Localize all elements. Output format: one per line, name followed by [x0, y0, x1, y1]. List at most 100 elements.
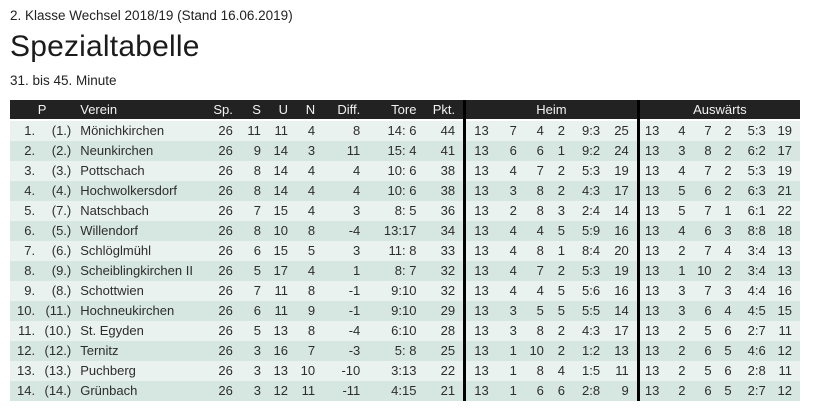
home-losses-cell: 6 — [551, 381, 573, 401]
goal-diff-cell: -10 — [323, 361, 369, 381]
home-points-cell: 24 — [608, 141, 639, 161]
home-goals-cell: 5:3 — [572, 161, 609, 181]
rank-cell: 2. — [10, 141, 39, 161]
home-points-cell: 20 — [608, 241, 639, 261]
home-points-cell: 19 — [608, 161, 639, 181]
points-cell: 33 — [424, 241, 465, 261]
losses-cell: 5 — [296, 241, 324, 261]
home-points-cell: 17 — [608, 181, 639, 201]
away-wins-cell: 3 — [667, 301, 694, 321]
away-wins-cell: 3 — [667, 281, 694, 301]
losses-cell: 3 — [296, 141, 324, 161]
home-goals-cell: 1:2 — [572, 341, 609, 361]
away-goals-cell: 6:2 — [739, 141, 774, 161]
table-row: 13. (13.) Puchberg 26 3 13 10 -10 3:13 2… — [10, 361, 800, 381]
wins-cell: 8 — [240, 161, 269, 181]
losses-cell: 4 — [296, 261, 324, 281]
team-name: Hochneukirchen — [74, 301, 205, 321]
home-points-cell: 17 — [608, 321, 639, 341]
goal-diff-cell: -4 — [323, 321, 369, 341]
points-cell: 28 — [424, 321, 465, 341]
home-wins-cell: 7 — [496, 120, 525, 141]
away-draws-cell: 7 — [693, 281, 720, 301]
games-cell: 26 — [204, 361, 241, 381]
games-cell: 26 — [204, 381, 241, 401]
table-row: 1. (1.) Mönichkirchen 26 11 11 4 8 14: 6… — [10, 120, 800, 141]
home-goals-cell: 4:3 — [572, 181, 609, 201]
home-draws-cell: 4 — [524, 221, 552, 241]
league-line: 2. Klasse Wechsel 2018/19 (Stand 16.06.2… — [10, 8, 293, 23]
points-cell: 34 — [424, 221, 465, 241]
goals-cell: 5: 8 — [368, 341, 425, 361]
away-goals-cell: 6:3 — [739, 181, 774, 201]
away-draws-cell: 5 — [693, 361, 720, 381]
home-games-cell: 13 — [463, 341, 497, 361]
goal-diff-cell: 4 — [323, 181, 369, 201]
losses-cell: 4 — [296, 201, 324, 221]
away-goals-cell: 4:4 — [739, 281, 774, 301]
home-games-cell: 13 — [463, 261, 497, 281]
previous-rank-cell: (4.) — [38, 181, 75, 201]
previous-rank-cell: (3.) — [38, 161, 75, 181]
away-losses-cell: 2 — [719, 141, 740, 161]
draws-cell: 13 — [268, 321, 297, 341]
table-row: 12. (12.) Ternitz 26 3 16 7 -3 5: 8 25 1… — [10, 341, 800, 361]
home-wins-cell: 3 — [496, 301, 525, 321]
away-losses-cell: 2 — [719, 120, 740, 141]
team-name: Willendorf — [74, 221, 205, 241]
points-cell: 32 — [424, 281, 465, 301]
goals-cell: 6:10 — [368, 321, 425, 341]
previous-rank-cell: (1.) — [38, 120, 75, 141]
goals-cell: 4:15 — [368, 381, 425, 401]
away-games-cell: 13 — [636, 241, 668, 261]
rank-cell: 11. — [10, 321, 39, 341]
away-points-cell: 11 — [773, 321, 800, 341]
team-name: Ternitz — [74, 341, 205, 361]
table-row: 7. (6.) Schlöglmühl 26 6 15 5 3 11: 8 33… — [10, 241, 800, 261]
home-wins-cell: 2 — [496, 201, 525, 221]
home-goals-cell: 5:6 — [572, 281, 609, 301]
goal-diff-cell: 8 — [323, 120, 369, 141]
away-goals-cell: 4:5 — [739, 301, 774, 321]
table-row: 6. (5.) Willendorf 26 8 10 8 -4 13:17 34… — [10, 221, 800, 241]
losses-cell: 9 — [296, 301, 324, 321]
draws-cell: 14 — [268, 181, 297, 201]
home-draws-cell: 6 — [524, 141, 552, 161]
games-cell: 26 — [204, 181, 241, 201]
goals-cell: 10: 6 — [368, 181, 425, 201]
rank-cell: 7. — [10, 241, 39, 261]
goals-cell: 8: 7 — [368, 261, 425, 281]
goal-diff-cell: -11 — [323, 381, 369, 401]
away-goals-cell: 5:3 — [739, 161, 774, 181]
away-goals-cell: 6:1 — [739, 201, 774, 221]
home-games-cell: 13 — [463, 141, 497, 161]
goal-diff-cell: 4 — [323, 161, 369, 181]
draws-cell: 15 — [268, 241, 297, 261]
rank-cell: 14. — [10, 381, 39, 401]
column-header-spiele: Sp. — [204, 100, 241, 121]
away-wins-cell: 3 — [667, 141, 694, 161]
previous-rank-cell: (11.) — [38, 301, 75, 321]
away-wins-cell: 4 — [667, 120, 694, 141]
wins-cell: 7 — [240, 281, 269, 301]
games-cell: 26 — [204, 161, 241, 181]
away-points-cell: 12 — [773, 381, 800, 401]
home-losses-cell: 1 — [551, 141, 573, 161]
away-draws-cell: 6 — [693, 381, 720, 401]
team-name: Grünbach — [74, 381, 205, 401]
home-games-cell: 13 — [463, 181, 497, 201]
home-points-cell: 16 — [608, 221, 639, 241]
home-losses-cell: 1 — [551, 241, 573, 261]
away-goals-cell: 4:6 — [739, 341, 774, 361]
points-cell: 38 — [424, 181, 465, 201]
rank-cell: 10. — [10, 301, 39, 321]
away-draws-cell: 7 — [693, 201, 720, 221]
team-name: Natschbach — [74, 201, 205, 221]
games-cell: 26 — [204, 141, 241, 161]
games-cell: 26 — [204, 221, 241, 241]
table-header-row: P Verein Sp. S U N Diff. Tore Pkt. Heim … — [10, 100, 800, 121]
away-draws-cell: 5 — [693, 321, 720, 341]
wins-cell: 3 — [240, 381, 269, 401]
away-games-cell: 13 — [636, 120, 668, 141]
previous-rank-cell: (12.) — [38, 341, 75, 361]
